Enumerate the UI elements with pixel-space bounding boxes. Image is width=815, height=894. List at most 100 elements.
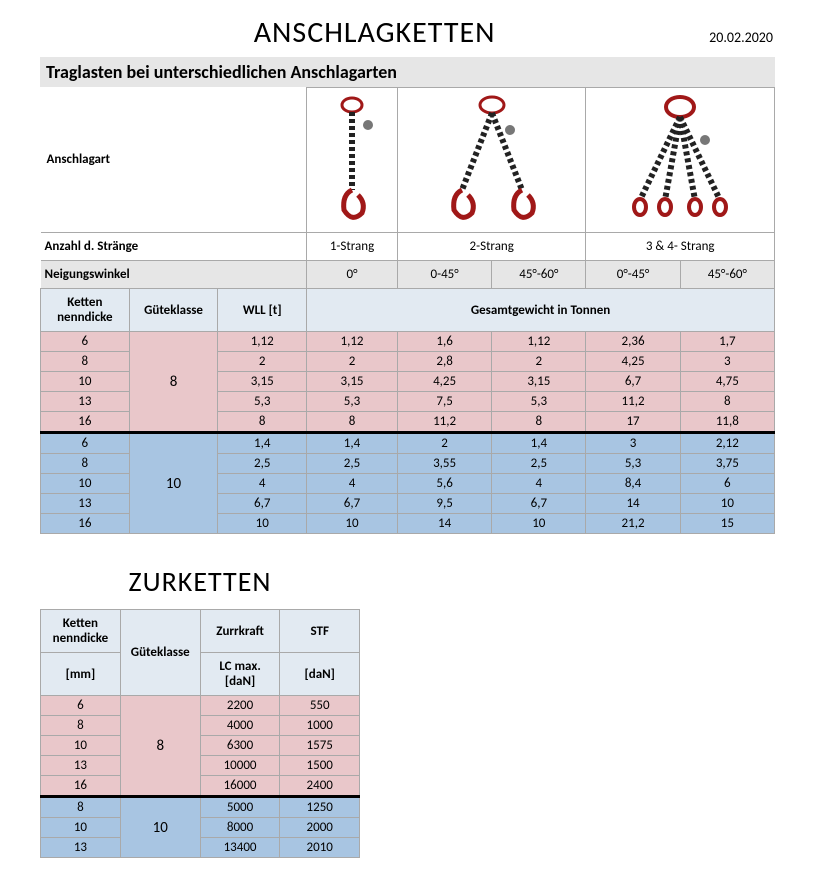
angle-cell: 45°-60° bbox=[492, 261, 586, 289]
chain-2-strand-icon bbox=[397, 88, 585, 233]
table-cell: 4 bbox=[492, 474, 586, 494]
table-cell: 3,15 bbox=[307, 372, 398, 392]
table-cell: 16 bbox=[41, 776, 121, 797]
table-cell: 2,8 bbox=[397, 352, 491, 372]
table-cell: 6 bbox=[41, 433, 130, 454]
table-cell: 13 bbox=[41, 756, 121, 776]
table-cell: 10000 bbox=[200, 756, 280, 776]
strang-1: 1-Strang bbox=[307, 233, 398, 261]
table-cell: 4,75 bbox=[680, 372, 774, 392]
table-cell: 5,3 bbox=[218, 392, 307, 412]
table-cell: 13 bbox=[41, 494, 130, 514]
table-cell: 10 bbox=[41, 736, 121, 756]
table-cell: 5,6 bbox=[397, 474, 491, 494]
chain-34-strand-icon bbox=[586, 88, 775, 233]
table-cell: 1575 bbox=[280, 736, 360, 756]
table-cell: 1,12 bbox=[307, 332, 398, 352]
chain-1-strand-icon bbox=[307, 88, 398, 233]
table-cell: 1250 bbox=[280, 797, 360, 818]
gk-cell: 10 bbox=[129, 433, 218, 534]
table-cell: 8 bbox=[680, 392, 774, 412]
table-cell: 1,12 bbox=[218, 332, 307, 352]
table-cell: 3,15 bbox=[218, 372, 307, 392]
col-zurr: Zurrkraft bbox=[200, 610, 280, 653]
table-cell: 1,6 bbox=[397, 332, 491, 352]
col-dan: [daN] bbox=[280, 653, 360, 696]
table-cell: 8 bbox=[492, 412, 586, 433]
col-ketten: Ketten nenndicke bbox=[41, 610, 121, 653]
angle-cell: 0°-45° bbox=[586, 261, 680, 289]
table-cell: 15 bbox=[680, 514, 774, 534]
table-cell: 1500 bbox=[280, 756, 360, 776]
table-cell: 1,4 bbox=[307, 433, 398, 454]
table-cell: 2 bbox=[307, 352, 398, 372]
col-gesamt: Gesamtgewicht in Tonnen bbox=[307, 289, 775, 332]
table-cell: 14 bbox=[586, 494, 680, 514]
col-gk: Güteklasse bbox=[129, 289, 218, 332]
gk-cell: 8 bbox=[120, 696, 200, 797]
date: 20.02.2020 bbox=[709, 29, 775, 46]
table-cell: 13 bbox=[41, 838, 121, 858]
table-cell: 2 bbox=[397, 433, 491, 454]
table-cell: 6 bbox=[41, 696, 121, 716]
anzahl-label: Anzahl d. Stränge bbox=[41, 233, 307, 261]
table-cell: 3 bbox=[680, 352, 774, 372]
table-cell: 3 bbox=[586, 433, 680, 454]
table-cell: 6 bbox=[41, 332, 130, 352]
table-cell: 3,15 bbox=[492, 372, 586, 392]
gk-cell: 8 bbox=[129, 332, 218, 433]
table-cell: 2010 bbox=[280, 838, 360, 858]
table-cell: 6,7 bbox=[492, 494, 586, 514]
table-cell: 10 bbox=[41, 372, 130, 392]
table-cell: 16000 bbox=[200, 776, 280, 797]
strang-34: 3 & 4- Strang bbox=[586, 233, 775, 261]
table-cell: 21,2 bbox=[586, 514, 680, 534]
table-cell: 10 bbox=[218, 514, 307, 534]
table-cell: 11,2 bbox=[586, 392, 680, 412]
table-cell: 13400 bbox=[200, 838, 280, 858]
table-cell: 10 bbox=[41, 474, 130, 494]
table-cell: 8000 bbox=[200, 818, 280, 838]
table-cell: 2 bbox=[492, 352, 586, 372]
col-lc: LC max. [daN] bbox=[200, 653, 280, 696]
col-mm: [mm] bbox=[41, 653, 121, 696]
table-cell: 8 bbox=[307, 412, 398, 433]
table-cell: 4,25 bbox=[586, 352, 680, 372]
table-cell: 16 bbox=[41, 412, 130, 433]
table-cell: 6,7 bbox=[586, 372, 680, 392]
table-cell: 6300 bbox=[200, 736, 280, 756]
table-cell: 5000 bbox=[200, 797, 280, 818]
table-cell: 5,3 bbox=[492, 392, 586, 412]
gk-cell: 10 bbox=[120, 797, 200, 858]
table-cell: 2,12 bbox=[680, 433, 774, 454]
table-cell: 3,55 bbox=[397, 454, 491, 474]
table-cell: 6,7 bbox=[218, 494, 307, 514]
table-cell: 13 bbox=[41, 392, 130, 412]
table-cell: 10 bbox=[41, 818, 121, 838]
table-cell: 10 bbox=[307, 514, 398, 534]
table-cell: 2,36 bbox=[586, 332, 680, 352]
col-gk: Güteklasse bbox=[120, 610, 200, 696]
table-cell: 2,5 bbox=[307, 454, 398, 474]
table-cell: 17 bbox=[586, 412, 680, 433]
table-cell: 8 bbox=[41, 352, 130, 372]
table-cell: 4 bbox=[307, 474, 398, 494]
table-cell: 4000 bbox=[200, 716, 280, 736]
strang-2: 2-Strang bbox=[397, 233, 585, 261]
zurketten-title: ZURKETTEN bbox=[40, 564, 360, 599]
table-cell: 1,4 bbox=[492, 433, 586, 454]
table-cell: 2,5 bbox=[218, 454, 307, 474]
col-wll: WLL [t] bbox=[218, 289, 307, 332]
table-cell: 9,5 bbox=[397, 494, 491, 514]
table-cell: 11,8 bbox=[680, 412, 774, 433]
page-title: ANSCHLAGKETTEN bbox=[40, 14, 709, 51]
table-cell: 4,25 bbox=[397, 372, 491, 392]
table-cell: 2000 bbox=[280, 818, 360, 838]
table-cell: 6,7 bbox=[307, 494, 398, 514]
table-cell: 5,3 bbox=[307, 392, 398, 412]
table-cell: 4 bbox=[218, 474, 307, 494]
load-table: Anschlagart bbox=[40, 87, 775, 534]
table-cell: 1,7 bbox=[680, 332, 774, 352]
table-cell: 8,4 bbox=[586, 474, 680, 494]
table-cell: 1000 bbox=[280, 716, 360, 736]
